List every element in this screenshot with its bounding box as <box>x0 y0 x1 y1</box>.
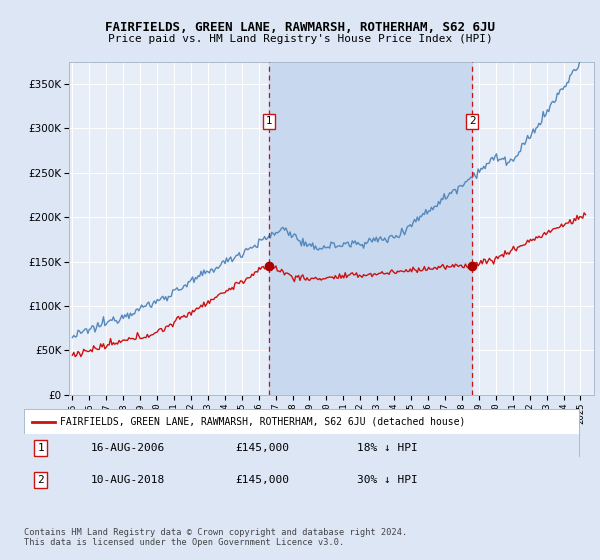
Text: 30% ↓ HPI: 30% ↓ HPI <box>357 475 418 485</box>
Text: 18% ↓ HPI: 18% ↓ HPI <box>357 443 418 453</box>
Text: Contains HM Land Registry data © Crown copyright and database right 2024.
This d: Contains HM Land Registry data © Crown c… <box>24 528 407 547</box>
Text: 1: 1 <box>37 443 44 453</box>
Text: FAIRFIELDS, GREEN LANE, RAWMARSH, ROTHERHAM, S62 6JU (detached house): FAIRFIELDS, GREEN LANE, RAWMARSH, ROTHER… <box>60 417 466 427</box>
Text: HPI: Average price, detached house, Rotherham: HPI: Average price, detached house, Roth… <box>60 438 325 449</box>
Text: 1: 1 <box>266 116 272 126</box>
Text: 10-AUG-2018: 10-AUG-2018 <box>91 475 165 485</box>
Text: Price paid vs. HM Land Registry's House Price Index (HPI): Price paid vs. HM Land Registry's House … <box>107 34 493 44</box>
Text: 16-AUG-2006: 16-AUG-2006 <box>91 443 165 453</box>
Text: £145,000: £145,000 <box>235 475 289 485</box>
Text: FAIRFIELDS, GREEN LANE, RAWMARSH, ROTHERHAM, S62 6JU: FAIRFIELDS, GREEN LANE, RAWMARSH, ROTHER… <box>105 21 495 34</box>
Text: £145,000: £145,000 <box>235 443 289 453</box>
Text: 2: 2 <box>469 116 476 126</box>
Bar <box>269 62 472 395</box>
Text: 2: 2 <box>37 475 44 485</box>
